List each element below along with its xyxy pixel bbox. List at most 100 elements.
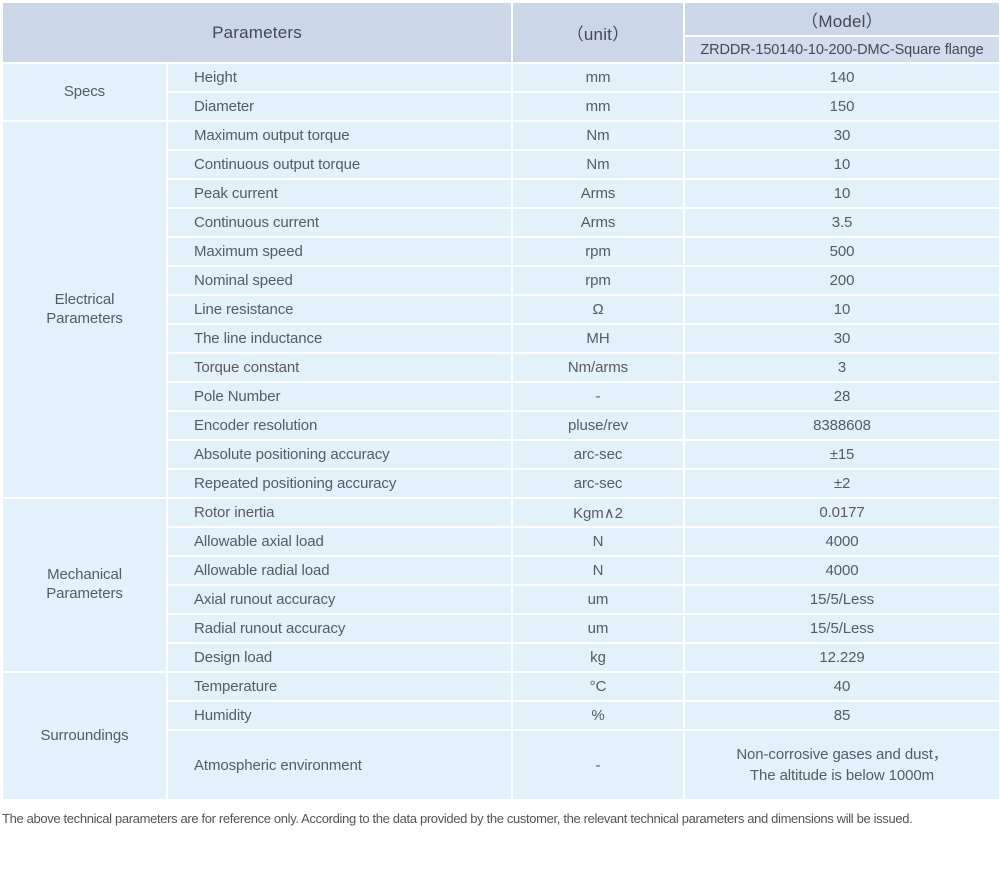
parameter-name-cell: Maximum output torque: [166, 120, 513, 151]
unit-cell: Arms: [511, 207, 685, 238]
value-cell: 40: [683, 671, 1000, 702]
value-cell: ±2: [683, 468, 1000, 499]
category-cell: Specs: [1, 62, 168, 122]
unit-cell: -: [511, 729, 685, 801]
parameter-name-cell: Allowable radial load: [166, 555, 513, 586]
spec-sheet: Parameters （unit） （Model） ZRDDR-150140-1…: [1, 1, 1000, 826]
value-cell: 8388608: [683, 410, 1000, 441]
table-row: Torque constant Nm/arms 3: [2, 352, 1000, 383]
value-cell: 10: [683, 294, 1000, 325]
unit-cell: Arms: [511, 178, 685, 209]
parameter-name-cell: Torque constant: [166, 352, 513, 383]
value-cell: 140: [683, 62, 1000, 93]
header-parameters: Parameters: [1, 1, 513, 64]
unit-cell: -: [511, 381, 685, 412]
unit-cell: arc-sec: [511, 439, 685, 470]
table-row: Design load kg 12.229: [2, 642, 1000, 673]
parameter-name-cell: Design load: [166, 642, 513, 673]
table-row: Radial runout accuracy um 15/5/Less: [2, 613, 1000, 644]
parameter-name-cell: Continuous output torque: [166, 149, 513, 180]
table-row: Mechanical Parameters Rotor inertia Kgm∧2 0…: [1, 497, 1000, 673]
table-row: The line inductance MH 30: [2, 323, 1000, 354]
table-header: Parameters （unit） （Model） ZRDDR-150140-1…: [1, 1, 1000, 64]
header-row-model: ZRDDR-150140-10-200-DMC-Square flange: [2, 35, 1000, 64]
unit-cell: mm: [511, 62, 685, 93]
parameter-name-cell: Repeated positioning accuracy: [166, 468, 513, 499]
table-row: Allowable axial load N 4000: [2, 526, 1000, 557]
header-model-value: ZRDDR-150140-10-200-DMC-Square flange: [683, 35, 1000, 64]
parameter-name-cell: Axial runout accuracy: [166, 584, 513, 615]
table-row: Electrical Parameters Maximum output torq…: [1, 120, 1000, 499]
unit-cell: N: [511, 526, 685, 557]
table-row: Pole Number -28: [2, 381, 1000, 412]
unit-cell: um: [511, 584, 685, 615]
category-cell: Surroundings: [1, 671, 168, 801]
parameter-name-cell: Pole Number: [166, 381, 513, 412]
unit-cell: arc-sec: [511, 468, 685, 499]
value-cell: 0.0177: [683, 497, 1000, 528]
unit-cell: rpm: [511, 236, 685, 267]
parameter-name-cell: Diameter: [166, 91, 513, 122]
unit-cell: rpm: [511, 265, 685, 296]
unit-cell: Nm: [511, 120, 685, 151]
parameter-name-cell: The line inductance: [166, 323, 513, 354]
unit-cell: pluse/rev: [511, 410, 685, 441]
table-body: Specs Height mm 140 Diameter mm 150 Electrical …: [1, 62, 1000, 801]
value-cell: Non-corrosive gases and dust， The altitu…: [683, 729, 1000, 801]
value-cell: ±15: [683, 439, 1000, 470]
table-row: Absolute positioning accuracy arc-sec ±15: [2, 439, 1000, 470]
parameter-name-cell: Atmospheric environment: [166, 729, 513, 801]
table-row: Nominal speed rpm 200: [2, 265, 1000, 296]
table-row: Atmospheric environment - Non-corrosive ga…: [2, 729, 1000, 801]
value-cell: 85: [683, 700, 1000, 731]
footer-note: The above technical parameters are for r…: [2, 811, 913, 826]
parameter-name-cell: Absolute positioning accuracy: [166, 439, 513, 470]
parameter-name-cell: Encoder resolution: [166, 410, 513, 441]
value-cell: 15/5/Less: [683, 613, 1000, 644]
value-cell: 3: [683, 352, 1000, 383]
table-row: Humidity% 85: [2, 700, 1000, 731]
unit-cell: um: [511, 613, 685, 644]
table-row: Maximum speed rpm 500: [2, 236, 1000, 267]
category-cell: Mechanical Parameters: [1, 497, 168, 673]
unit-cell: %: [511, 700, 685, 731]
header-row-top: Parameters （unit） （Model）: [1, 1, 1000, 64]
table-row: Diameter mm 150: [2, 91, 1000, 122]
table-row: Specs Height mm 140: [1, 62, 1000, 122]
parameter-name-cell: Rotor inertia: [166, 497, 513, 528]
unit-cell: kg: [511, 642, 685, 673]
parameter-name-cell: Nominal speed: [166, 265, 513, 296]
unit-cell: Ω: [511, 294, 685, 325]
table-row: Repeated positioning accuracy arc-sec ±2: [2, 468, 1000, 499]
parameter-table: Parameters （unit） （Model） ZRDDR-150140-1…: [1, 1, 1000, 801]
parameter-name-cell: Temperature: [166, 671, 513, 702]
header-model: （Model）: [683, 1, 1000, 37]
header-unit: （unit）: [511, 1, 685, 64]
value-cell: 10: [683, 149, 1000, 180]
category-cell: Electrical Parameters: [1, 120, 168, 499]
table-row: Surroundings Temperature °C 40: [1, 671, 1000, 801]
unit-cell: Nm: [511, 149, 685, 180]
value-cell: 3.5: [683, 207, 1000, 238]
parameter-name-cell: Height: [166, 62, 513, 93]
parameter-name-cell: Continuous current: [166, 207, 513, 238]
unit-cell: Kgm∧2: [511, 497, 685, 528]
value-cell: 30: [683, 323, 1000, 354]
value-cell: 30: [683, 120, 1000, 151]
table-row: Peak current Arms 10: [2, 178, 1000, 209]
parameter-name-cell: Line resistance: [166, 294, 513, 325]
value-cell: 10: [683, 178, 1000, 209]
value-cell: 28: [683, 381, 1000, 412]
unit-cell: mm: [511, 91, 685, 122]
table-row: Allowable radial load N 4000: [2, 555, 1000, 586]
value-cell: 200: [683, 265, 1000, 296]
parameter-name-cell: Maximum speed: [166, 236, 513, 267]
value-cell: 4000: [683, 526, 1000, 557]
table-row: Encoder resolution pluse/rev 8388608: [2, 410, 1000, 441]
value-cell: 4000: [683, 555, 1000, 586]
unit-cell: N: [511, 555, 685, 586]
unit-cell: Nm/arms: [511, 352, 685, 383]
table-row: Continuous output torque Nm 10: [2, 149, 1000, 180]
parameter-name-cell: Peak current: [166, 178, 513, 209]
parameter-name-cell: Humidity: [166, 700, 513, 731]
